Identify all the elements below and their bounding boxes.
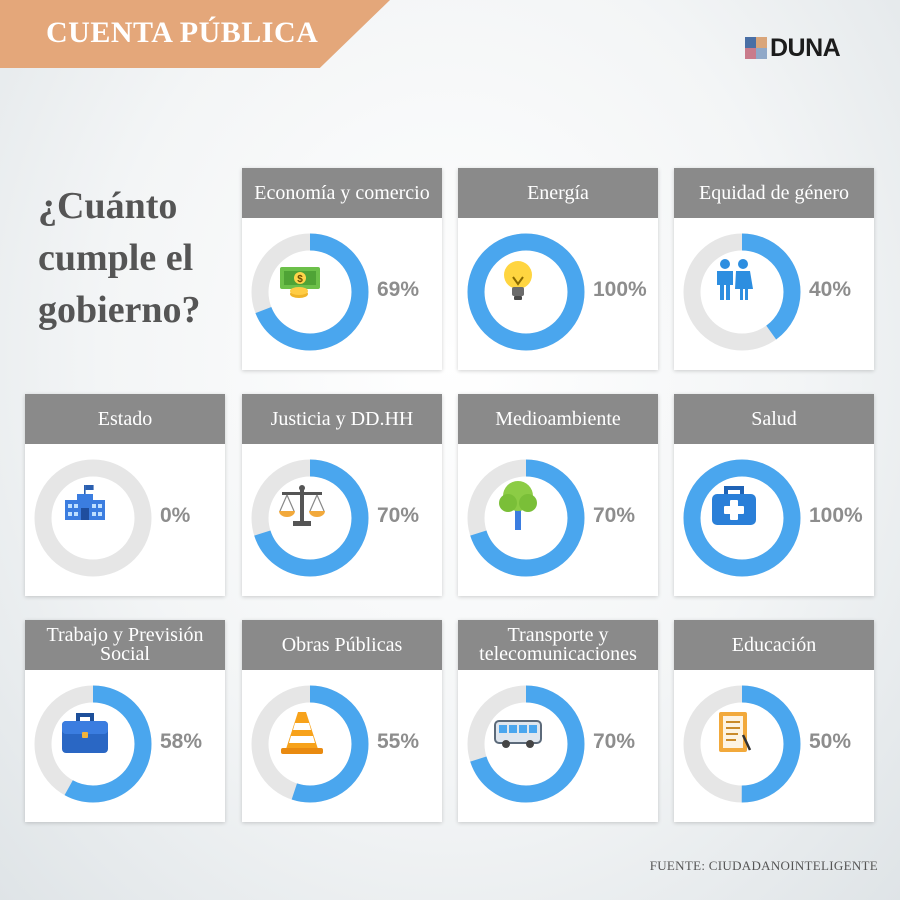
scales-icon [277, 481, 327, 531]
briefcase-icon [60, 707, 110, 757]
donut-chart [682, 684, 802, 804]
donut-progress-arc [683, 685, 801, 803]
traffic-cone-icon [277, 707, 327, 757]
card-body: 55% [242, 670, 442, 822]
card-body: 70% [458, 670, 658, 822]
percent-label: 70% [593, 504, 636, 527]
card-title: Estado [25, 394, 225, 444]
donut-chart [250, 684, 370, 804]
donut-chart [33, 684, 153, 804]
card-title: Economía y comercio [242, 168, 442, 218]
donut-chart [250, 458, 370, 578]
logo-text: DUNA [770, 33, 841, 62]
card-title: Salud [674, 394, 874, 444]
card-title: Medioambiente [458, 394, 658, 444]
card-title: Trabajo y Previsión Social [25, 620, 225, 670]
card-body: 70% [242, 444, 442, 596]
card-body: 58% [25, 670, 225, 822]
percent-label: 40% [809, 278, 852, 301]
donut-progress-arc [251, 233, 369, 351]
donut-track [34, 459, 152, 577]
card-title: Transporte y telecomunicaciones [458, 620, 658, 670]
percent-label: 100% [593, 278, 647, 301]
government-building-icon [60, 481, 110, 531]
donut-progress-arc [467, 233, 585, 351]
card-energia: Energía 100% [458, 168, 658, 370]
card-body: $69% [242, 218, 442, 370]
card-body: 0% [25, 444, 225, 596]
duna-logo: DUNA [745, 33, 841, 62]
card-equidad-de-genero: Equidad de género 40% [674, 168, 874, 370]
card-title: Obras Públicas [242, 620, 442, 670]
lightbulb-icon [493, 255, 543, 305]
people-icon [709, 255, 759, 305]
percent-label: 70% [377, 504, 420, 527]
logo-mark-icon [745, 37, 767, 59]
percent-label: 58% [160, 730, 203, 753]
svg-text:$: $ [297, 274, 303, 285]
card-estado: Estado 0% [25, 394, 225, 596]
card-economia-y-comercio: Economía y comercio $69% [242, 168, 442, 370]
donut-progress-arc [683, 459, 801, 577]
donut-progress-arc [251, 459, 369, 577]
card-title: Justicia y DD.HH [242, 394, 442, 444]
tree-icon [493, 481, 543, 531]
card-transporte-y-telecomunicaciones: Transporte y telecomunicaciones 70% [458, 620, 658, 822]
banner-title: CUENTA PÚBLICA [46, 16, 319, 49]
card-medioambiente: Medioambiente 70% [458, 394, 658, 596]
percent-label: 69% [377, 278, 420, 301]
percent-label: 0% [160, 504, 191, 527]
donut-chart [466, 684, 586, 804]
card-obras-publicas: Obras Públicas 55% [242, 620, 442, 822]
percent-label: 50% [809, 730, 852, 753]
card-body: 50% [674, 670, 874, 822]
card-body: 70% [458, 444, 658, 596]
percent-label: 55% [377, 730, 420, 753]
donut-chart [250, 232, 370, 352]
card-body: 100% [674, 444, 874, 596]
donut-progress-arc [467, 459, 585, 577]
donut-chart [466, 232, 586, 352]
donut-progress-arc [34, 685, 152, 803]
card-title: Educación [674, 620, 874, 670]
bus-icon [493, 707, 543, 757]
donut-progress-arc [251, 685, 369, 803]
donut-progress-arc [467, 685, 585, 803]
donut-chart [466, 458, 586, 578]
document-icon [709, 707, 759, 757]
card-justicia-y-dd-hh: Justicia y DD.HH 70% [242, 394, 442, 596]
card-trabajo-y-prevision-social: Trabajo y Previsión Social 58% [25, 620, 225, 822]
donut-chart [682, 458, 802, 578]
card-title: Equidad de género [674, 168, 874, 218]
donut-chart [682, 232, 802, 352]
card-salud: Salud 100% [674, 394, 874, 596]
donut-chart [33, 458, 153, 578]
source-note: FUENTE: CIUDADANOINTELIGENTE [649, 858, 878, 873]
percent-label: 70% [593, 730, 636, 753]
main-question: ¿Cuánto cumple el gobierno? [38, 185, 201, 331]
card-educacion: Educación 50% [674, 620, 874, 822]
card-body: 100% [458, 218, 658, 370]
card-title: Energía [458, 168, 658, 218]
percent-label: 100% [809, 504, 863, 527]
card-body: 40% [674, 218, 874, 370]
medical-kit-icon [709, 481, 759, 531]
title-banner [0, 0, 390, 68]
donut-progress-arc [683, 233, 801, 351]
money-icon: $ [277, 255, 327, 305]
